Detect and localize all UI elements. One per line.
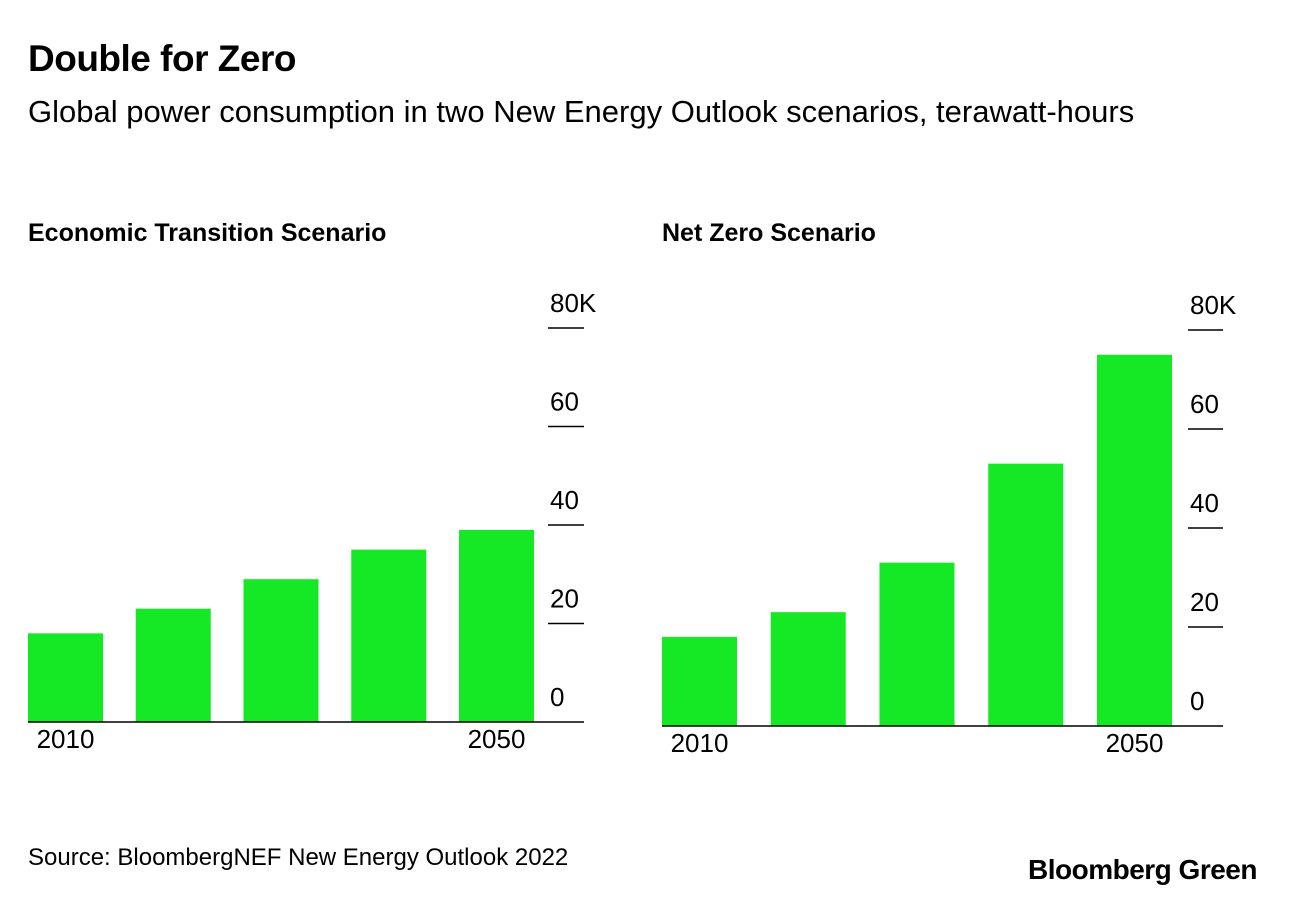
chart-title: Economic Transition Scenario (28, 219, 387, 247)
y-tick-label: 0 (1190, 686, 1204, 716)
y-tick-label: 60 (1190, 389, 1219, 419)
bar (28, 633, 103, 722)
bar (879, 562, 955, 726)
bar (351, 549, 427, 722)
bar (988, 463, 1064, 726)
y-tick-label: 20 (550, 584, 579, 614)
bar (662, 636, 737, 726)
y-tick-label: 40 (1190, 488, 1219, 518)
y-tick-label: 0 (550, 682, 564, 712)
bar (243, 579, 319, 722)
y-tick-label: 40 (550, 485, 579, 515)
y-tick-label: 80K (550, 288, 597, 318)
bar (135, 608, 211, 722)
x-tick-label: 2010 (37, 724, 95, 754)
title: Double for Zero (28, 38, 296, 79)
bar (1097, 354, 1172, 726)
x-tick-label: 2010 (671, 728, 729, 758)
y-tick-label: 80K (1190, 290, 1237, 320)
bar (770, 612, 846, 726)
x-tick-label: 2050 (468, 724, 526, 754)
subtitle: Global power consumption in two New Ener… (28, 94, 1135, 129)
x-tick-label: 2050 (1106, 728, 1164, 758)
source: Source: BloombergNEF New Energy Outlook … (28, 844, 569, 871)
brand: Bloomberg Green (1028, 854, 1257, 885)
bar (459, 529, 534, 722)
y-tick-label: 20 (1190, 587, 1219, 617)
chart-title: Net Zero Scenario (662, 219, 876, 247)
y-tick-label: 60 (550, 387, 579, 417)
